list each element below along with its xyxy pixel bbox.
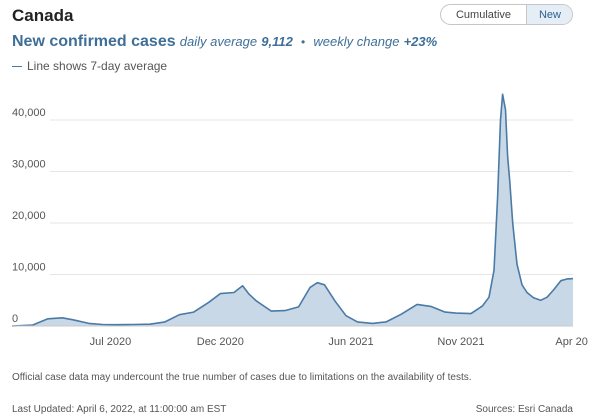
x-axis: Jul 2020 Dec 2020 Jun 2021 Nov 2021 Apr 20 (90, 336, 588, 348)
series-area (12, 94, 573, 326)
x-tick-label: Dec 2020 (197, 336, 244, 348)
headline: New confirmed cases daily average 9,112 … (12, 33, 437, 51)
series-line (11, 93, 574, 327)
page-title: Canada (12, 6, 74, 25)
cumulative-toggle-button[interactable]: Cumulative (441, 5, 527, 24)
y-tick-label: 40,000 (12, 107, 46, 119)
y-axis: 0 10,000 20,000 30,000 40,000 (12, 107, 46, 325)
cases-chart[interactable]: 0 10,000 20,000 30,000 40,000 Jul 2020 Dec 20… (0, 80, 592, 355)
weekly-change-label: weekly change (313, 34, 400, 49)
y-tick-label: 20,000 (12, 210, 46, 222)
y-tick-label: 0 (12, 313, 18, 325)
chart-gridlines (50, 119, 573, 275)
x-tick-label: Jun 2021 (328, 336, 373, 348)
headline-separator: • (301, 35, 306, 49)
disclaimer-text: Official case data may undercount the tr… (12, 372, 472, 383)
x-tick-label: Jul 2020 (90, 336, 132, 348)
last-updated-text: Last Updated: April 6, 2022, at 11:00:00… (12, 404, 227, 415)
legend-line-swatch (12, 65, 22, 67)
chart-legend: Line shows 7-day average (12, 59, 167, 73)
daily-average-label: daily average (179, 34, 258, 49)
headline-main: New confirmed cases (12, 33, 176, 50)
daily-average-value: 9,112 (261, 34, 293, 49)
view-toggle[interactable]: Cumulative New (440, 4, 573, 25)
x-tick-label: Apr 20 (555, 336, 587, 348)
y-tick-label: 10,000 (12, 262, 46, 274)
y-tick-label: 30,000 (12, 159, 46, 171)
chart-area-layer (11, 93, 574, 327)
weekly-change-value: +23% (403, 34, 438, 49)
sources-text: Sources: Esri Canada (475, 404, 573, 415)
legend-text: Line shows 7-day average (27, 59, 168, 73)
new-toggle-button[interactable]: New (527, 5, 572, 24)
x-tick-label: Nov 2021 (437, 336, 484, 348)
